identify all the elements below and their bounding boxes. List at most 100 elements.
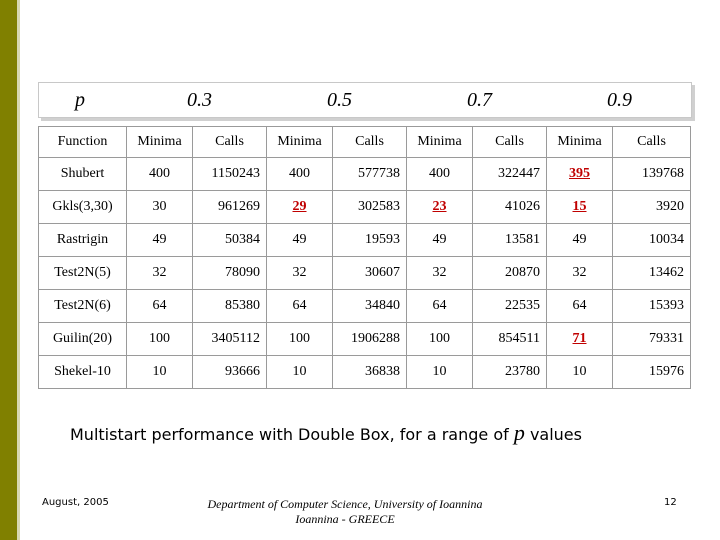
table-row: Shekel-10 10 93666 10 36838 10 23780 10 15976 (38, 355, 691, 389)
footer-dept-line1: Department of Computer Science, Universi… (207, 497, 483, 511)
calls-cell: 93666 (192, 355, 267, 389)
results-table: Function Minima Calls Minima Calls Minima Call… (38, 126, 691, 389)
p-value-3: 0.9 (607, 89, 632, 111)
function-name-cell: Shubert (38, 157, 127, 191)
calls-cell: 30607 (332, 256, 407, 290)
column-header: Minima (546, 126, 613, 158)
footer-dept-line2: Ioannina - GREECE (295, 512, 395, 526)
calls-cell: 10034 (612, 223, 691, 257)
minima-cell: 32 (546, 256, 613, 290)
function-name-cell: Test2N(5) (38, 256, 127, 290)
column-header: Calls (612, 126, 691, 158)
minima-cell: 10 (266, 355, 333, 389)
calls-cell: 322447 (472, 157, 547, 191)
minima-cell: 10 (406, 355, 473, 389)
function-name-cell: Gkls(3,30) (38, 190, 127, 224)
minima-cell: 100 (406, 322, 473, 356)
highlighted-value: 23 (432, 199, 447, 214)
minima-cell: 64 (126, 289, 193, 323)
minima-cell: 15 (546, 190, 613, 224)
minima-cell: 49 (546, 223, 613, 257)
column-header: Calls (332, 126, 407, 158)
table-row: Gkls(3,30) 30 961269 29 302583 23 41026 15 3920 (38, 190, 691, 224)
calls-cell: 15976 (612, 355, 691, 389)
calls-cell: 3405112 (192, 322, 267, 356)
minima-cell: 49 (266, 223, 333, 257)
calls-cell: 85380 (192, 289, 267, 323)
p-value-2: 0.7 (467, 89, 492, 111)
minima-cell: 32 (126, 256, 193, 290)
calls-cell: 50384 (192, 223, 267, 257)
calls-cell: 22535 (472, 289, 547, 323)
minima-cell: 10 (126, 355, 193, 389)
calls-cell: 41026 (472, 190, 547, 224)
minima-cell: 30 (126, 190, 193, 224)
footer-department: Department of Computer Science, Universi… (200, 497, 490, 527)
calls-cell: 19593 (332, 223, 407, 257)
highlighted-value: 29 (292, 199, 307, 214)
minima-cell: 49 (126, 223, 193, 257)
minima-cell: 400 (266, 157, 333, 191)
table-row: Rastrigin 49 50384 49 19593 49 13581 49 10034 (38, 223, 691, 257)
function-name-cell: Test2N(6) (38, 289, 127, 323)
column-header: Minima (126, 126, 193, 158)
calls-cell: 78090 (192, 256, 267, 290)
column-header: Function (38, 126, 127, 158)
calls-cell: 20870 (472, 256, 547, 290)
minima-cell: 32 (266, 256, 333, 290)
minima-cell: 71 (546, 322, 613, 356)
minima-cell: 64 (406, 289, 473, 323)
column-header: Calls (192, 126, 267, 158)
minima-cell: 400 (406, 157, 473, 191)
minima-cell: 32 (406, 256, 473, 290)
p-value-0: 0.3 (187, 89, 212, 111)
highlighted-value: 15 (572, 199, 587, 214)
minima-cell: 64 (266, 289, 333, 323)
calls-cell: 961269 (192, 190, 267, 224)
column-header: Minima (266, 126, 333, 158)
minima-cell: 29 (266, 190, 333, 224)
column-header: Minima (406, 126, 473, 158)
calls-cell: 1150243 (192, 157, 267, 191)
highlighted-value: 71 (572, 331, 587, 346)
function-name-cell: Guilin(20) (38, 322, 127, 356)
minima-cell: 64 (546, 289, 613, 323)
minima-cell: 23 (406, 190, 473, 224)
column-header: Calls (472, 126, 547, 158)
calls-cell: 13581 (472, 223, 547, 257)
calls-cell: 1906288 (332, 322, 407, 356)
calls-cell: 13462 (612, 256, 691, 290)
calls-cell: 854511 (472, 322, 547, 356)
caption-text-after: values (529, 425, 582, 444)
table-row: Shubert 400 1150243 400 577738 400 322447 395 13… (38, 157, 691, 191)
footer-date: August, 2005 (42, 497, 109, 508)
function-name-cell: Shekel-10 (38, 355, 127, 389)
caption-p-symbol: p (513, 420, 525, 445)
function-name-cell: Rastrigin (38, 223, 127, 257)
calls-cell: 577738 (332, 157, 407, 191)
minima-cell: 49 (406, 223, 473, 257)
calls-cell: 302583 (332, 190, 407, 224)
table-row: Guilin(20) 100 3405112 100 1906288 100 854511 7… (38, 322, 691, 356)
minima-cell: 100 (126, 322, 193, 356)
calls-cell: 34840 (332, 289, 407, 323)
footer-page-number: 12 (664, 497, 677, 508)
minima-cell: 100 (266, 322, 333, 356)
calls-cell: 15393 (612, 289, 691, 323)
minima-cell: 400 (126, 157, 193, 191)
table-row: Test2N(5) 32 78090 32 30607 32 20870 32 13462 (38, 256, 691, 290)
calls-cell: 139768 (612, 157, 691, 191)
table-caption: Multistart performance with Double Box, … (70, 420, 582, 446)
table-row: Test2N(6) 64 85380 64 34840 64 22535 64 15393 (38, 289, 691, 323)
minima-cell: 395 (546, 157, 613, 191)
p-value-1: 0.5 (327, 89, 352, 111)
caption-text-before: Multistart performance with Double Box, … (70, 425, 509, 444)
highlighted-value: 395 (569, 166, 590, 181)
calls-cell: 79331 (612, 322, 691, 356)
calls-cell: 3920 (612, 190, 691, 224)
sidebar-accent-stripe (17, 0, 20, 540)
p-header-bar: p 0.3 0.5 0.7 0.9 (38, 82, 692, 118)
minima-cell: 10 (546, 355, 613, 389)
calls-cell: 36838 (332, 355, 407, 389)
sidebar-stripe (0, 0, 17, 540)
